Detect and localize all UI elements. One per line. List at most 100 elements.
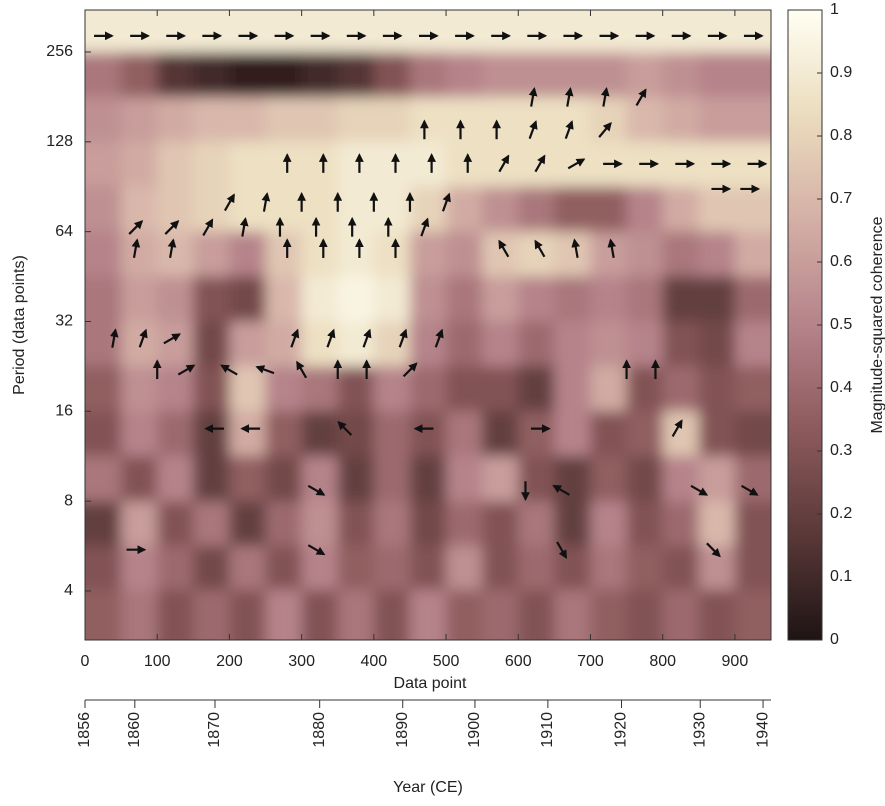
year-tick-label: 1940 xyxy=(754,712,771,748)
heat-cell xyxy=(410,456,447,502)
y-tick-label: 128 xyxy=(46,133,73,150)
heat-cell xyxy=(446,501,483,546)
chart: Data point Period (data points) Magnitud… xyxy=(0,0,885,801)
heat-cell xyxy=(374,52,411,97)
year-tick-label: 1910 xyxy=(539,712,556,748)
heat-cell xyxy=(193,276,230,321)
heat-cell xyxy=(374,411,411,456)
heat-cell xyxy=(193,0,230,53)
heat-cell xyxy=(121,276,158,321)
heat-cell xyxy=(482,321,519,366)
heat-cell xyxy=(482,501,519,546)
heat-cell xyxy=(193,366,230,411)
heat-cell xyxy=(374,97,411,142)
heat-cell xyxy=(482,187,519,232)
heat-cell xyxy=(554,276,591,321)
heat-cell xyxy=(266,276,303,321)
x-axis-label: Data point xyxy=(394,675,467,692)
heat-cell xyxy=(374,546,411,590)
heat-cell xyxy=(590,187,627,232)
heat-cell xyxy=(699,411,736,456)
heat-cell xyxy=(266,142,303,187)
heat-cell xyxy=(302,142,339,187)
heat-cell xyxy=(590,366,627,411)
heat-cell xyxy=(446,142,483,187)
heat-cell xyxy=(590,456,627,502)
heat-cell xyxy=(338,411,375,456)
heat-cell xyxy=(699,52,736,97)
heat-cell xyxy=(338,142,375,187)
heat-cell xyxy=(374,501,411,546)
heat-cell xyxy=(121,232,158,277)
heat-cell xyxy=(193,546,230,590)
year-tick-label: 1900 xyxy=(466,712,483,748)
heat-cell xyxy=(554,366,591,411)
heat-cell xyxy=(482,142,519,187)
heat-cell xyxy=(663,97,700,142)
colorbar-tick-label: 0 xyxy=(830,631,839,648)
heat-cell xyxy=(446,366,483,411)
heat-cell xyxy=(266,97,303,142)
heat-cell xyxy=(302,97,339,142)
heat-cell xyxy=(157,366,194,411)
heat-cell xyxy=(446,187,483,232)
heat-cell xyxy=(663,411,700,456)
heat-cell xyxy=(121,321,158,366)
heat-cell xyxy=(446,52,483,97)
heat-cell xyxy=(482,366,519,411)
heat-cell xyxy=(157,321,194,366)
heat-cell xyxy=(121,501,158,546)
heat-cell xyxy=(266,187,303,232)
heat-cell xyxy=(229,411,266,456)
heat-cell xyxy=(302,321,339,366)
heat-cell xyxy=(410,501,447,546)
year-axis-label: Year (CE) xyxy=(393,779,463,796)
heat-cell xyxy=(663,546,700,590)
heat-cell xyxy=(663,501,700,546)
colorbar-tick-label: 0.5 xyxy=(830,316,852,333)
colorbar-tick-label: 0.7 xyxy=(830,190,852,207)
heat-cell xyxy=(121,0,158,53)
heat-cell xyxy=(229,187,266,232)
heat-cell xyxy=(590,52,627,97)
heat-cell xyxy=(229,142,266,187)
heat-cell xyxy=(554,456,591,502)
heat-cell xyxy=(446,546,483,590)
heat-cell xyxy=(121,366,158,411)
heat-cell xyxy=(302,52,339,97)
heat-cell xyxy=(627,546,664,590)
x-tick-label: 100 xyxy=(144,653,171,670)
heat-cell xyxy=(482,546,519,590)
heat-cell xyxy=(482,456,519,502)
heat-cell xyxy=(193,411,230,456)
colorbar-tick-label: 0.6 xyxy=(830,253,852,270)
heat-cell xyxy=(518,0,555,53)
heat-cell xyxy=(229,0,266,53)
year-tick-label: 1856 xyxy=(76,712,93,748)
heat-cell xyxy=(518,366,555,411)
heat-cell xyxy=(627,456,664,502)
heat-cell xyxy=(121,411,158,456)
heat-cell xyxy=(374,142,411,187)
heat-cell xyxy=(410,366,447,411)
plot-area xyxy=(45,0,812,681)
heat-cell xyxy=(590,232,627,277)
heat-cell xyxy=(663,0,700,53)
heat-cell xyxy=(554,411,591,456)
colorbar-tick-label: 0.4 xyxy=(830,379,852,396)
heat-cell xyxy=(410,321,447,366)
heat-cell xyxy=(157,52,194,97)
heat-cell xyxy=(193,456,230,502)
heat-cell xyxy=(590,0,627,53)
heat-cell xyxy=(302,276,339,321)
heat-cell xyxy=(266,501,303,546)
heat-cell xyxy=(374,456,411,502)
heat-cell xyxy=(663,187,700,232)
colorbar-tick-label: 0.2 xyxy=(830,505,852,522)
heat-cell xyxy=(266,411,303,456)
heat-cell xyxy=(302,411,339,456)
heat-cell xyxy=(554,142,591,187)
colorbar-tick-label: 0.9 xyxy=(830,64,852,81)
heat-cell xyxy=(45,501,122,546)
heat-cell xyxy=(699,0,736,53)
